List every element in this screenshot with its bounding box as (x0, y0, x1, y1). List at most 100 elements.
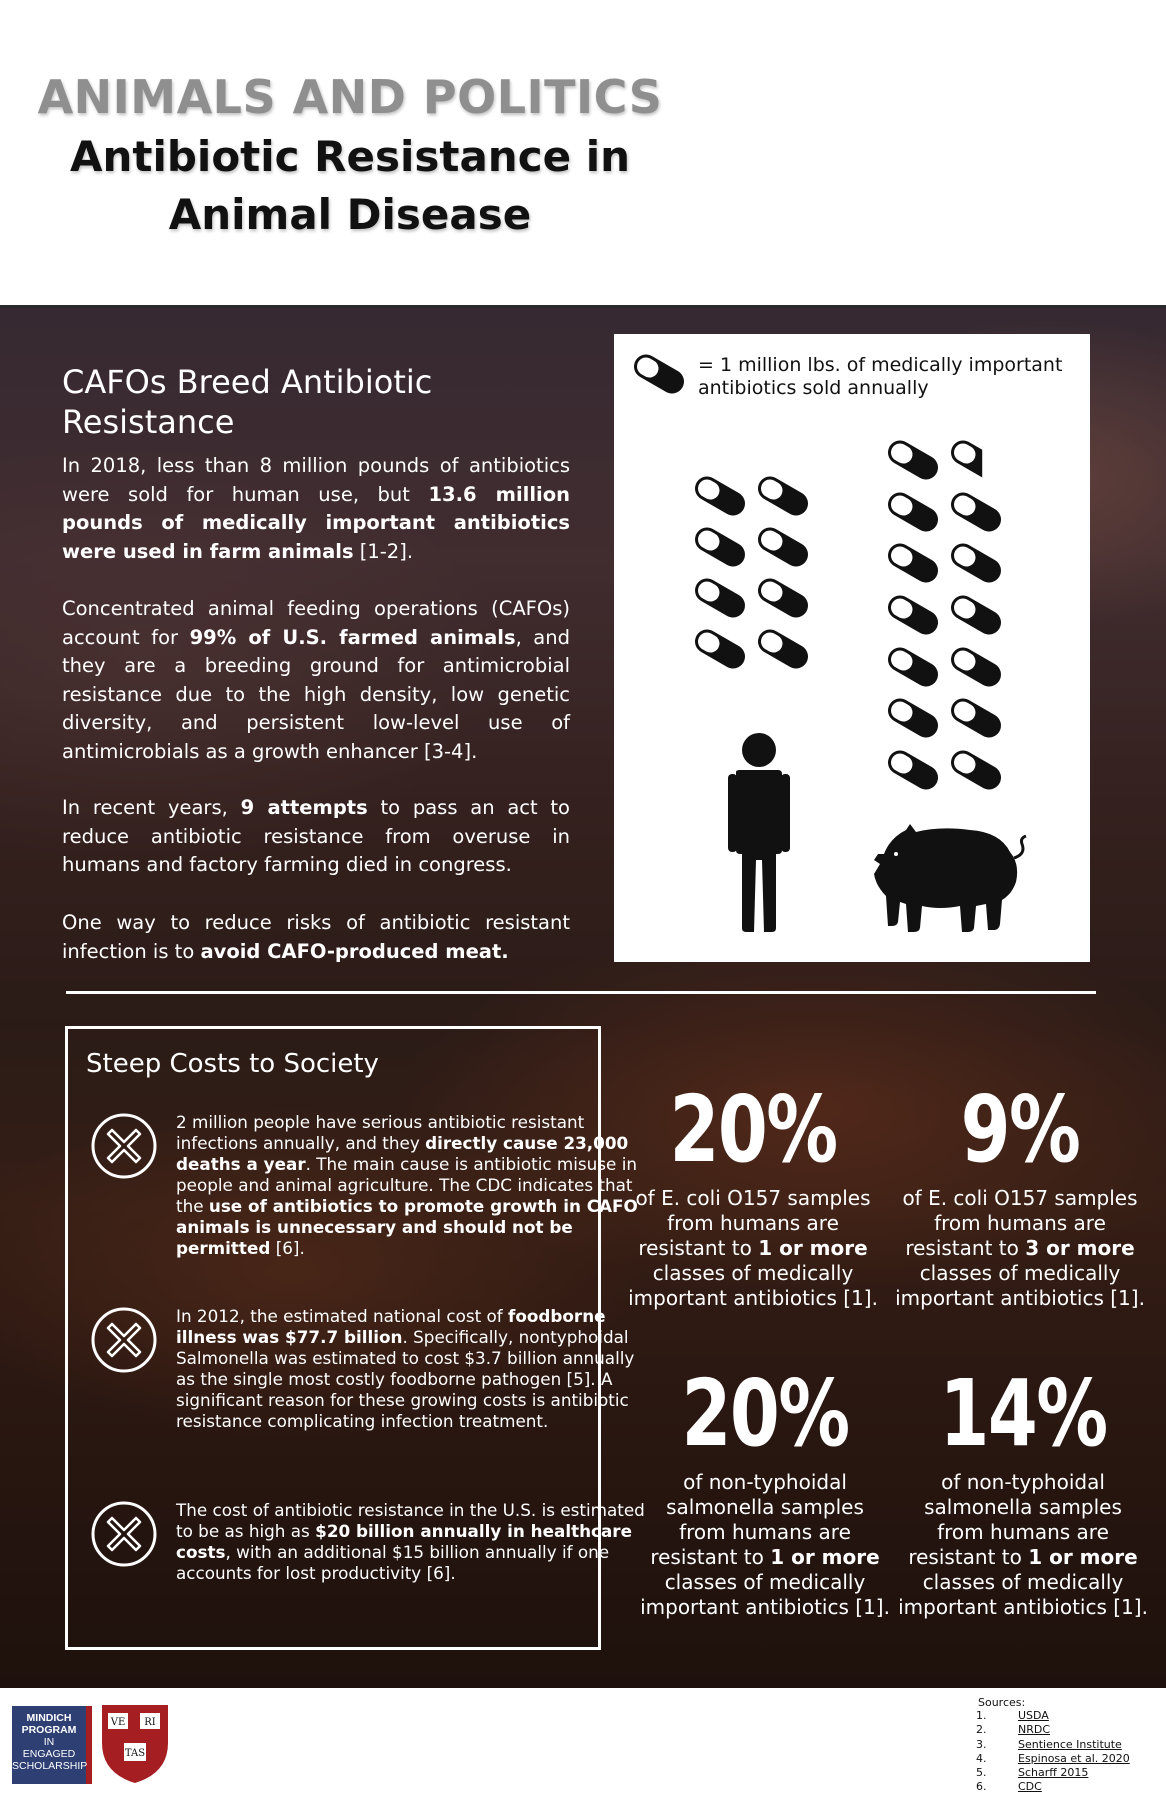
source-link[interactable]: Espinosa et al. 2020 (1018, 1751, 1130, 1765)
cost-text-part: 2 million people have serious antibiotic… (176, 1112, 585, 1153)
pill-icon (689, 625, 751, 677)
stat-value: 14% (939, 1360, 1108, 1467)
pill-icon (752, 472, 814, 524)
x-circle-icon (91, 1501, 157, 1567)
stat-text: of non-typhoidal salmonella samples from… (650, 1470, 864, 1569)
cafo-p3-bold: 9 attempts (240, 796, 368, 819)
source-number: 3. (976, 1737, 987, 1751)
stat-text: of E. coli O157 samples from humans are … (902, 1186, 1138, 1260)
cafo-paragraph-4: One way to reduce risks of antibiotic re… (62, 909, 570, 966)
cafo-heading: CAFOs Breed Antibiotic Resistance (62, 362, 502, 442)
cafo-p1-text: In 2018, less than 8 million pounds of a… (62, 454, 570, 506)
harvard-shield-logo: VE RI TAS (100, 1703, 170, 1789)
source-number: 2. (976, 1723, 987, 1737)
source-item: 2. NRDC (976, 1723, 1166, 1737)
pill-icon (882, 643, 944, 695)
logo-text: IN (43, 1736, 55, 1748)
source-link[interactable]: Scharff 2015 (1018, 1766, 1089, 1780)
stat-value: 20% (681, 1360, 850, 1467)
cost-text-citation: [6]. (270, 1238, 305, 1258)
pill-icon (882, 591, 944, 643)
cost-text: 2 million people have serious antibiotic… (176, 1112, 656, 1259)
pill-icon (882, 694, 944, 746)
shield-text: TAS (125, 1748, 145, 1759)
pill-icon (945, 643, 1007, 695)
cafo-paragraph-3: In recent years, 9 attempts to pass an a… (62, 794, 570, 880)
cost-text-part: In 2012, the estimated national cost of (176, 1306, 509, 1326)
pill-icon (752, 625, 814, 677)
sources-list: 1. USDA 2. NRDC 3. Sentience Institute 4. Es… (976, 1709, 1166, 1795)
cost-text-bold: foodborne illness was $77.7 billion (176, 1306, 606, 1347)
stat-salmonella-20: 20% of non-typhoidal salmonella samples … (640, 1364, 890, 1620)
cafo-p2-text: Concentrated animal feeding operations (… (62, 597, 570, 649)
cost-text-bold: directly cause 23,000 deaths a year (176, 1133, 629, 1174)
stat-bold: 3 or more (1025, 1236, 1135, 1260)
legend-pill-icon (628, 350, 690, 398)
stat-text: classes of medically important antibioti… (640, 1570, 890, 1619)
stat-text: classes of medically important antibioti… (898, 1570, 1148, 1619)
stat-bold: 1 or more (770, 1545, 880, 1569)
costs-box (65, 1026, 601, 1650)
cost-text: In 2012, the estimated national cost of … (176, 1306, 656, 1432)
stat-value: 20% (669, 1076, 838, 1183)
logo-text: MINDICH (26, 1712, 72, 1724)
pill-icon (945, 694, 1007, 746)
section-divider (66, 991, 1096, 994)
cafo-p3-rest: to pass an act to reduce antibiotic resi… (62, 796, 570, 876)
stat-bold: 1 or more (758, 1236, 868, 1260)
footer (0, 1688, 1166, 1800)
pill-icon (689, 472, 751, 524)
pill-icon (945, 436, 1007, 488)
source-number: 5. (976, 1766, 987, 1780)
cafo-p2-rest: , and they are a breeding ground for ant… (62, 625, 570, 763)
cafo-paragraph-1: In 2018, less than 8 million pounds of a… (62, 452, 570, 566)
header: ANIMALS AND POLITICS Antibiotic Resistan… (0, 0, 1166, 305)
mindich-program-logo: MINDICH PROGRAM IN ENGAGED SCHOLARSHIP (12, 1706, 92, 1784)
source-item: 6. CDC (976, 1780, 1166, 1794)
pill-icon (752, 523, 814, 575)
pill-icon (882, 436, 944, 488)
antibiotic-pill-chart: = 1 million lbs. of medically important … (614, 334, 1090, 962)
source-link[interactable]: Sentience Institute (1018, 1737, 1122, 1751)
stat-text: of non-typhoidal salmonella samples from… (908, 1470, 1122, 1569)
stat-description: of non-typhoidal salmonella samples from… (640, 1470, 890, 1620)
pig-icon (870, 824, 1030, 938)
logo-text: ENGAGED (22, 1748, 76, 1760)
title-line-2: Animal Disease (168, 190, 532, 239)
source-number: 4. (976, 1751, 987, 1765)
source-link[interactable]: CDC (1018, 1780, 1042, 1794)
source-item: 4. Espinosa et al. 2020 (976, 1752, 1166, 1766)
pill-icon (689, 574, 751, 626)
cafo-p3-text: In recent years, (62, 796, 241, 819)
cafo-heading-line-2: Resistance (62, 403, 235, 441)
cafo-p2-bold: 99% of U.S. farmed animals (189, 625, 516, 649)
stat-description: of E. coli O157 samples from humans are … (895, 1186, 1145, 1311)
stat-ecoli-1-or-more: 20% of E. coli O157 samples from humans … (628, 1080, 878, 1311)
stat-description: of E. coli O157 samples from humans are … (628, 1186, 878, 1311)
cafo-p4-text: One way to reduce risks of antibiotic re… (62, 911, 570, 963)
pill-icon (945, 539, 1007, 591)
cafo-heading-line-1: CAFOs Breed Antibiotic (62, 363, 433, 401)
logo-text: PROGRAM (21, 1724, 77, 1736)
stat-text: of E. coli O157 samples from humans are … (635, 1186, 871, 1260)
source-number: 6. (976, 1780, 987, 1794)
pill-icon (882, 746, 944, 798)
sources-title: Sources: (978, 1696, 1026, 1709)
stat-description: of non-typhoidal salmonella samples from… (898, 1470, 1148, 1620)
stat-salmonella-14: 14% of non-typhoidal salmonella samples … (898, 1364, 1148, 1620)
source-link[interactable]: NRDC (1018, 1723, 1051, 1737)
cost-text-bold: use of antibiotics to promote growth in … (176, 1196, 638, 1258)
x-circle-icon (91, 1113, 157, 1179)
cost-text-part: The cost of antibiotic resistance in the… (176, 1500, 645, 1541)
cost-text-part: , with an additional $15 billion annuall… (176, 1542, 610, 1583)
logo-text: SCHOLARSHIP (12, 1760, 88, 1772)
pill-icon (689, 523, 751, 575)
page-kicker: ANIMALS AND POLITICS (37, 70, 663, 124)
shield-text: RI (144, 1717, 156, 1728)
cafo-p1-citation: [1-2]. (353, 539, 414, 563)
shield-text: VE (110, 1717, 126, 1728)
stat-value: 9% (960, 1076, 1081, 1183)
source-number: 1. (976, 1709, 987, 1722)
source-link[interactable]: USDA (1018, 1709, 1049, 1722)
stat-bold: 1 or more (1028, 1545, 1138, 1569)
